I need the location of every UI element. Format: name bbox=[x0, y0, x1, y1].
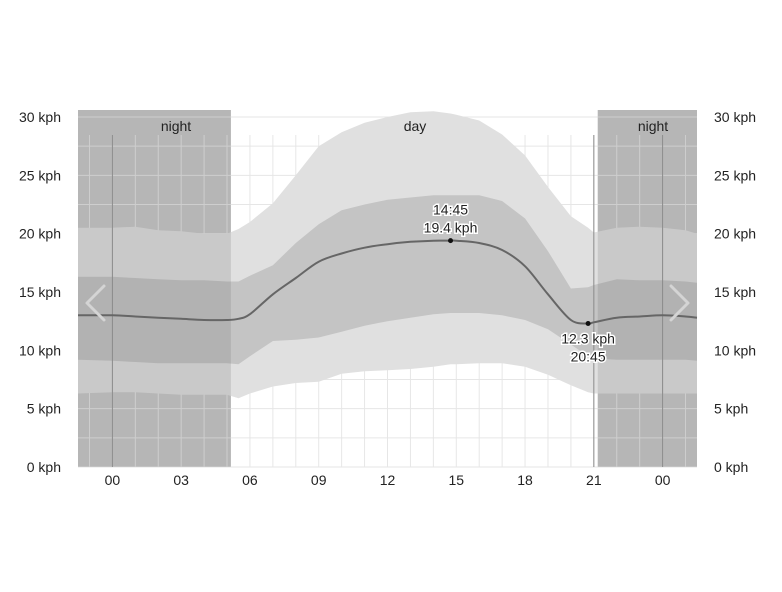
y-tick-label-left: 30 kph bbox=[19, 109, 61, 125]
y-tick-label-right: 25 kph bbox=[714, 167, 756, 183]
chevron-left-icon[interactable] bbox=[85, 284, 106, 322]
series-layer bbox=[77, 239, 698, 325]
y-tick-label-left: 10 kph bbox=[19, 342, 61, 358]
period-label-day: day bbox=[404, 118, 427, 134]
annotation-point-0 bbox=[448, 238, 454, 244]
x-tick-label: 12 bbox=[380, 472, 396, 488]
x-tick-label: 00 bbox=[655, 472, 671, 488]
y-tick-label-right: 10 kph bbox=[714, 342, 756, 358]
chevron-right-icon[interactable] bbox=[669, 284, 690, 322]
y-tick-label-right: 15 kph bbox=[714, 284, 756, 300]
y-tick-label-left: 0 kph bbox=[27, 459, 61, 475]
y-tick-label-left: 15 kph bbox=[19, 284, 61, 300]
annotation-label: 19.4 kph bbox=[424, 220, 478, 236]
annotation-label: 12.3 kph bbox=[561, 331, 615, 347]
period-labels-layer: night day night bbox=[161, 118, 668, 134]
y-tick-label-right: 20 kph bbox=[714, 226, 756, 242]
night-overlay-2 bbox=[597, 110, 697, 467]
x-tick-label: 09 bbox=[311, 472, 327, 488]
inner-range-band bbox=[78, 195, 697, 365]
period-label-night: night bbox=[161, 118, 191, 134]
annotation-label: 14:45 bbox=[433, 202, 468, 218]
prev-button[interactable] bbox=[85, 284, 106, 322]
next-button[interactable] bbox=[669, 284, 690, 322]
average-speed-line-0 bbox=[77, 239, 698, 325]
y-tick-label-right: 30 kph bbox=[714, 109, 756, 125]
annotation-point-1 bbox=[585, 321, 591, 326]
bands-layer bbox=[78, 111, 697, 399]
y-tick-label-right: 5 kph bbox=[714, 401, 748, 417]
annotation-layer: 14:45 19.4 kph 12.3 kph 20:45 bbox=[422, 200, 616, 366]
y-tick-label-left: 20 kph bbox=[19, 226, 61, 242]
y-tick-label-left: 5 kph bbox=[27, 401, 61, 417]
x-tick-label: 21 bbox=[586, 472, 602, 488]
x-tick-label: 03 bbox=[173, 472, 189, 488]
y-tick-label-left: 25 kph bbox=[19, 167, 61, 183]
night-overlay-layer bbox=[78, 110, 697, 467]
x-tick-label: 06 bbox=[242, 472, 258, 488]
axis-layer: 0 kph 0 kph 5 kph 5 kph 10 kph 10 kph 15 kph 15… bbox=[19, 109, 756, 488]
x-tick-label: 15 bbox=[448, 472, 464, 488]
y-tick-label-right: 0 kph bbox=[714, 459, 748, 475]
navigation-layer[interactable] bbox=[85, 284, 690, 322]
annotation-label: 20:45 bbox=[571, 349, 606, 365]
x-tick-label: 18 bbox=[517, 472, 533, 488]
period-label-night: night bbox=[638, 118, 668, 134]
x-tick-label: 00 bbox=[105, 472, 121, 488]
